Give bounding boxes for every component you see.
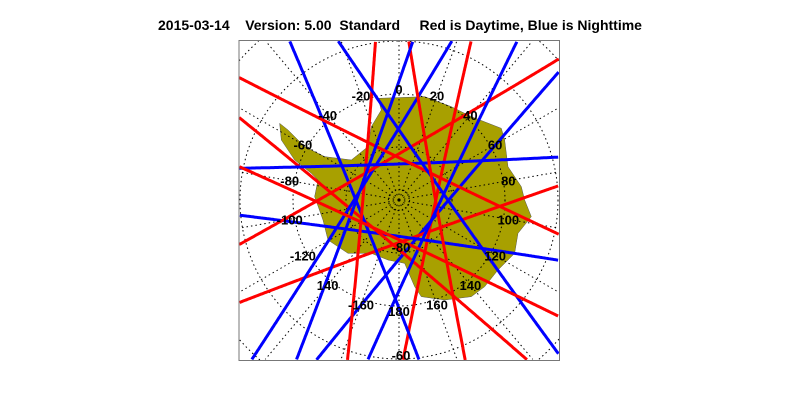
longitude-label: -100: [277, 212, 303, 227]
daytime-track: [238, 116, 528, 361]
longitude-label: 160: [426, 297, 448, 312]
longitude-label: -80: [280, 174, 299, 189]
longitude-label: 80: [501, 174, 515, 189]
south-pole-marker: [397, 198, 401, 202]
satellite-tracks: [238, 40, 560, 361]
nighttime-track: [239, 155, 559, 170]
meridian-line: [239, 202, 395, 293]
meridian-line: [239, 107, 395, 198]
latitude-label: -60: [392, 348, 411, 363]
daytime-track: [407, 41, 467, 361]
latitude-label: -80: [392, 240, 411, 255]
longitude-label: -120: [290, 249, 316, 264]
nighttime-track: [337, 40, 560, 355]
latitude-circle: [239, 40, 559, 360]
latitude-circle: [387, 188, 411, 212]
longitude-label: 120: [484, 249, 506, 264]
latitude-circle: [238, 40, 560, 361]
nighttime-track: [295, 41, 415, 360]
meridian-line: [403, 202, 559, 293]
map-frame: [238, 40, 560, 361]
longitude-label: -60: [293, 138, 312, 153]
latitude-circle: [345, 146, 453, 254]
longitude-label: -40: [318, 108, 337, 123]
longitude-label: 100: [497, 212, 519, 227]
daytime-track: [346, 41, 377, 361]
nighttime-track: [315, 71, 560, 361]
daytime-track: [238, 165, 559, 318]
daytime-track: [238, 57, 560, 246]
longitude-label: -20: [352, 89, 371, 104]
daytime-track: [239, 184, 559, 304]
plot-title: 2015-03-14 Version: 5.00 Standard Red is…: [158, 17, 642, 33]
daytime-track: [238, 76, 560, 236]
longitude-label: 180: [388, 304, 410, 319]
longitude-label: 140: [317, 278, 339, 293]
longitude-label: 0: [395, 82, 402, 97]
longitude-label: -160: [348, 297, 374, 312]
meridian-line: [239, 171, 395, 200]
meridian-line: [239, 200, 395, 229]
meridian-line: [403, 107, 559, 198]
meridian-line: [400, 204, 458, 360]
longitude-label: 140: [459, 278, 481, 293]
latitude-circle: [292, 93, 506, 307]
nighttime-track: [250, 40, 454, 361]
antarctica-landmass: [279, 96, 532, 301]
longitude-label: 20: [430, 89, 444, 104]
nighttime-track: [239, 213, 559, 262]
meridian-line: [340, 204, 398, 360]
meridian-line: [403, 171, 559, 200]
longitude-label: 60: [488, 138, 502, 153]
meridian-line: [400, 41, 458, 196]
nighttime-track: [366, 41, 519, 361]
longitude-label: 40: [463, 108, 477, 123]
